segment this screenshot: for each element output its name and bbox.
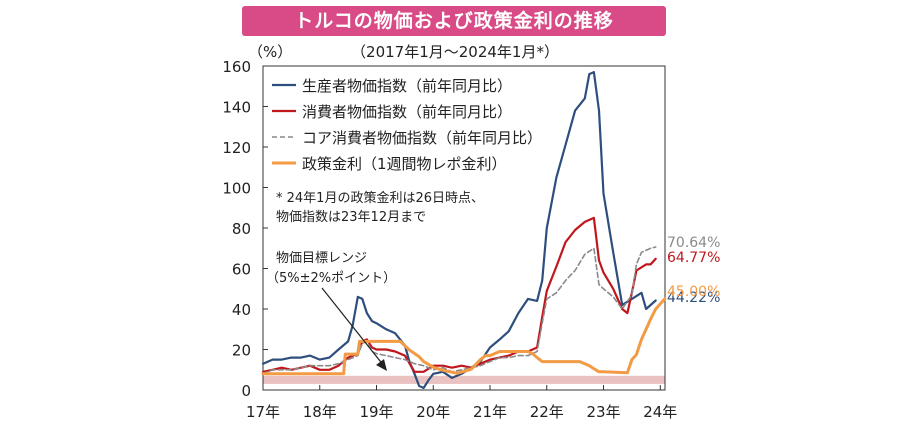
x-tick-label: 23年 (586, 403, 620, 421)
legend: 生産者物価指数（前年同月比） 消費者物価指数（前年同月比） コア消費者物価指数（前年… (272, 77, 542, 173)
legend-label-1: 消費者物価指数（前年同月比） (302, 103, 512, 121)
series-line-3 (261, 297, 667, 376)
target-annotation: 物価目標レンジ （5%±2%ポイント） (266, 251, 396, 371)
target-arrow-head (376, 359, 387, 371)
axes: 0 20 40 60 80 100 120 140 160 17年 18年 19年 20年 21年 22年 2… (222, 58, 677, 421)
y-tick-label: 140 (222, 99, 251, 117)
chart-title: トルコの物価および政策金利の推移 (242, 6, 666, 36)
y-tick-label: 40 (232, 301, 251, 319)
chart-subtitle: （2017年1月～2024年1月*） (351, 43, 559, 61)
legend-label-3: 政策金利（1週間物レポ金利） (302, 155, 507, 173)
target-label-line-1: 物価目標レンジ (276, 251, 367, 266)
series-line-0 (261, 71, 657, 390)
y-tick-label: 60 (232, 261, 251, 279)
x-tick-label: 20年 (416, 403, 450, 421)
target-band-layer (263, 375, 665, 384)
series-layer (261, 71, 667, 390)
footnote-line-1: * 24年1月の政策金利は26日時点、 (276, 190, 484, 206)
end-label-2: 70.64% (667, 235, 720, 251)
end-label-1: 64.77% (667, 250, 720, 266)
y-tick-label: 160 (222, 58, 251, 76)
x-tick-label: 17年 (246, 403, 280, 421)
series-line-2 (262, 246, 657, 375)
end-label-3: 45.00% (667, 284, 720, 300)
x-tick-label: 21年 (473, 403, 507, 421)
x-tick-label: 18年 (303, 403, 337, 421)
y-axis-label: （%） (248, 43, 292, 61)
x-tick-label: 19年 (359, 403, 393, 421)
legend-label-0: 生産者物価指数（前年同月比） (302, 77, 512, 95)
footnote-line-2: 物価指数は23年12月まで (276, 210, 426, 225)
target-band (263, 375, 665, 384)
target-label-line-2: （5%±2%ポイント） (266, 271, 396, 286)
y-tick-label: 100 (222, 180, 251, 198)
y-tick-label: 0 (241, 382, 251, 400)
target-arrow-line (321, 287, 385, 367)
end-label-0: 44.22% (667, 290, 720, 306)
x-tick-label: 22年 (530, 403, 564, 421)
end-labels: 44.22% 64.77%70.64% 45.00% (667, 235, 720, 306)
legend-label-2: コア消費者物価指数（前年同月比） (302, 129, 542, 147)
y-tick-label: 80 (232, 220, 251, 238)
y-tick-label: 120 (222, 139, 251, 157)
y-tick-label: 20 (232, 342, 251, 360)
series-line-1 (261, 216, 657, 373)
x-tick-label: 24年 (643, 403, 677, 421)
footnote: * 24年1月の政策金利は26日時点、 物価指数は23年12月まで (276, 190, 484, 225)
